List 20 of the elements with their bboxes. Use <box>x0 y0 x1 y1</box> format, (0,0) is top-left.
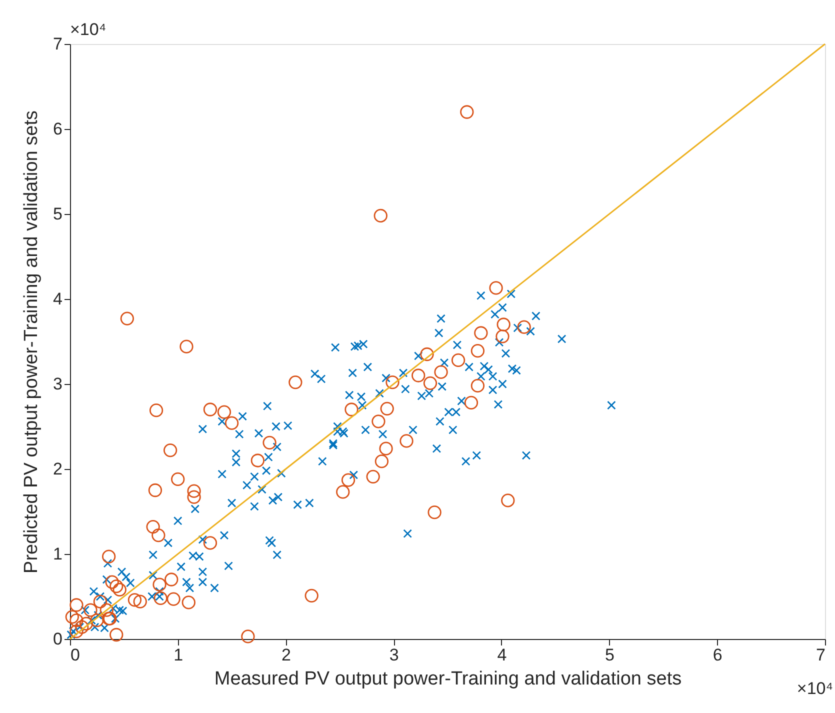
y-tick-label: 3 <box>53 374 62 394</box>
x-tick-label: 6 <box>712 646 722 664</box>
text: ×10⁴ <box>70 20 106 39</box>
x-tick-label: 7 <box>816 646 826 664</box>
y-tick-label: 5 <box>53 204 62 224</box>
y-tick-label: 2 <box>53 460 62 478</box>
x-tick-label: 2 <box>281 646 291 664</box>
y-tick-label: 1 <box>53 544 62 564</box>
y-tick-label: 7 <box>53 34 62 54</box>
y-tick-label: 6 <box>53 120 62 138</box>
y-tick-label: 0 <box>53 630 62 648</box>
x-axis-title: Measured PV output power-Training and validation sets <box>214 668 682 690</box>
x-tick-label: 5 <box>605 646 615 664</box>
text: ×10⁴ <box>796 679 834 698</box>
x-tick-label: 4 <box>497 646 507 664</box>
y-tick-label: 4 <box>53 290 62 308</box>
x-tick-label: 0 <box>70 646 80 664</box>
y-axis-title: Predicted PV output power-Training and validation sets <box>21 110 42 574</box>
x-tick-label: 3 <box>389 646 399 664</box>
x-tick-label: 1 <box>174 646 184 664</box>
